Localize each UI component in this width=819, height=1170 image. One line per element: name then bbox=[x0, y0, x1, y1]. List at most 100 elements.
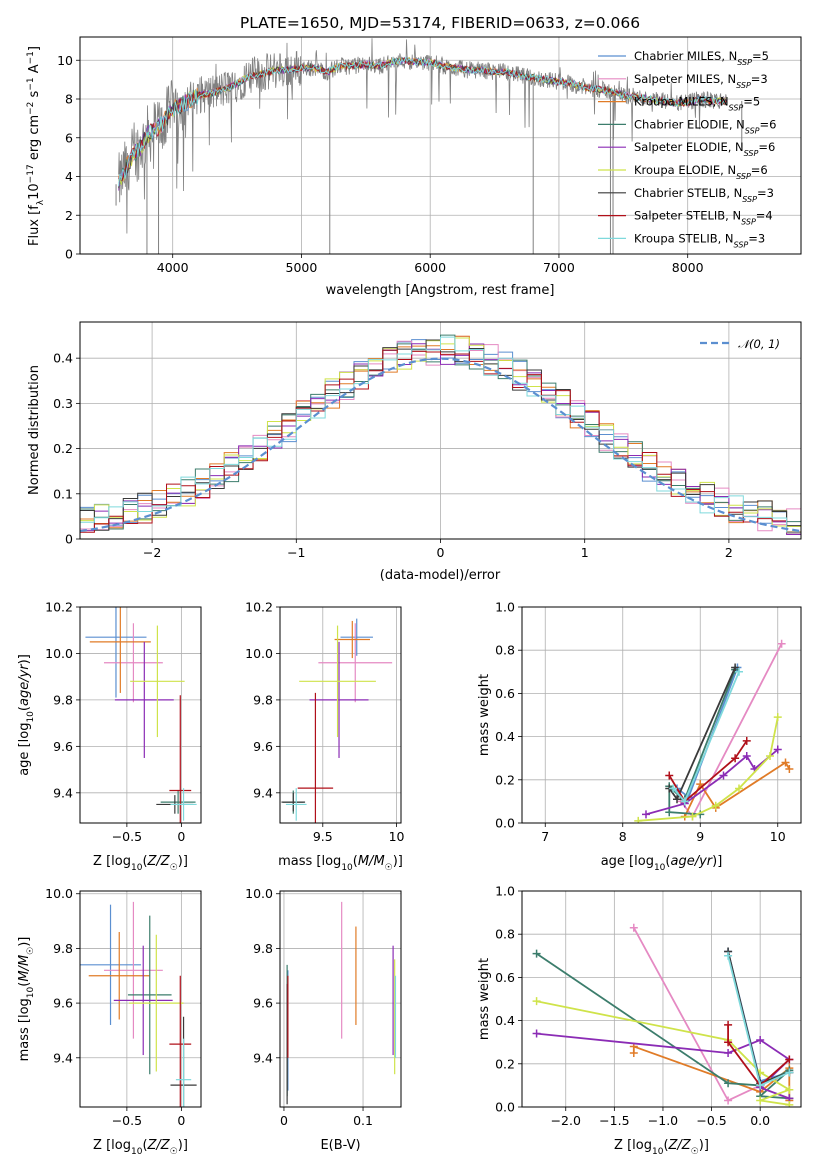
y-tick-label: 1.0 bbox=[495, 600, 515, 615]
x-tick-label: −1.5 bbox=[599, 1113, 629, 1128]
ssp-marker bbox=[642, 810, 650, 819]
y-tick-label: 0.1 bbox=[53, 486, 73, 501]
y-tick-label: 10.0 bbox=[45, 886, 73, 901]
x-axis-label-part: Z/Z bbox=[147, 1138, 171, 1153]
x-axis-label-part: ( bbox=[353, 854, 358, 869]
ssp-marker bbox=[669, 784, 678, 793]
y-axis-label-part: erg cm bbox=[27, 115, 42, 164]
y-axis-label-part: )] bbox=[17, 937, 32, 947]
ssp-marker bbox=[634, 816, 643, 823]
x-axis-label-part: 10 bbox=[652, 1147, 664, 1157]
x-axis-label-part: ( bbox=[142, 854, 147, 869]
ssp-marker bbox=[731, 754, 740, 763]
y-axis-label-part: −1 bbox=[26, 51, 36, 64]
y-tick-label: 0 bbox=[65, 247, 73, 262]
y-tick-label: 10.0 bbox=[245, 646, 273, 661]
y-axis-label-part: λ bbox=[36, 199, 46, 205]
ssp-marker bbox=[785, 1068, 794, 1077]
ssp-marker bbox=[724, 951, 733, 960]
x-axis-label-part: age/yr bbox=[670, 854, 713, 869]
legend-label-name: Chabrier STELIB, N bbox=[634, 186, 742, 200]
legend-label: Kroupa MILES, NSSP=5 bbox=[634, 95, 760, 113]
legend-label-name: Kroupa MILES, N bbox=[634, 95, 729, 109]
x-axis-label: age [log10(age/yr)] bbox=[601, 854, 723, 873]
ssp-marker bbox=[756, 1036, 765, 1045]
ssp-weight-line bbox=[727, 951, 790, 1083]
ssp-marker bbox=[785, 1055, 794, 1064]
legend-label-sub: SSP bbox=[745, 126, 760, 135]
grid bbox=[280, 891, 401, 1107]
x-axis-label: E(B-V) bbox=[320, 1138, 360, 1153]
legend-label-sub: SSP bbox=[729, 103, 744, 112]
legend-label-count: =5 bbox=[743, 95, 760, 109]
spectrum-model-line bbox=[118, 56, 727, 186]
x-tick-label: 8 bbox=[619, 829, 627, 844]
y-tick-label: 9.4 bbox=[53, 785, 73, 800]
y-tick-label: 10.0 bbox=[45, 646, 73, 661]
ssp-marker bbox=[673, 795, 681, 804]
x-tick-label: 9.5 bbox=[313, 829, 333, 844]
y-axis-label: mass weight bbox=[477, 674, 492, 756]
legend-label: Chabrier ELODIE, NSSP=6 bbox=[634, 117, 776, 135]
x-tick-label: 10 bbox=[770, 829, 786, 844]
ssp-marker bbox=[719, 771, 728, 780]
x-tick-label: 4000 bbox=[157, 260, 189, 275]
y-axis-label-part: ] bbox=[27, 46, 42, 51]
legend-label: Chabrier STELIB, NSSP=3 bbox=[634, 186, 774, 204]
axes-frame bbox=[279, 890, 402, 1108]
x-axis-label-part: )] bbox=[178, 1138, 188, 1153]
x-axis-label-part: )] bbox=[393, 854, 403, 869]
x-axis-label-part: 10 bbox=[341, 863, 353, 873]
axes-overlay: 4000 5000 6000 7000 8000 0 2 4 6 8 10 wavelength [A… bbox=[26, 36, 802, 298]
y-axis-label-part: ( bbox=[17, 706, 32, 711]
x-tick-label: 8000 bbox=[672, 260, 704, 275]
legend-label-name: Salpeter ELODIE, N bbox=[634, 140, 744, 154]
x-axis-label-part: mass [log bbox=[278, 854, 341, 869]
x-tick-label: 2 bbox=[725, 545, 733, 560]
residuals-panel: −2 −1 0 1 2 0 0.1 0.2 0.3 0.4 𝒩(0, 1) (data-model)/… bbox=[27, 321, 802, 583]
ssp-weight-line bbox=[633, 927, 761, 1102]
y-axis-label: Normed distribution bbox=[27, 365, 42, 495]
x-axis-label-part: )] bbox=[712, 854, 722, 869]
x-tick-label: 6000 bbox=[414, 260, 446, 275]
mass-vs-metallicity-panel: −0.5 09.49.69.810.0Z [log10(Z/Z☉)]mass [l… bbox=[17, 886, 202, 1157]
ssp-marker bbox=[724, 1020, 733, 1029]
axes-frame bbox=[79, 890, 202, 1108]
y-tick-label: 0.4 bbox=[495, 729, 515, 744]
x-tick-label: 10 bbox=[389, 829, 405, 844]
axes-frame bbox=[521, 890, 802, 1108]
axes-overlay: −0.5 09.49.69.810.010.2Z [log10(Z/Z☉)]age… bbox=[17, 600, 202, 873]
y-tick-label: 9.4 bbox=[53, 1050, 73, 1065]
legend-label-sub: SSP bbox=[737, 58, 752, 67]
ssp-marker bbox=[785, 1100, 794, 1107]
y-axis-label-part: s bbox=[27, 90, 42, 101]
ssp-marker bbox=[781, 758, 790, 767]
legend-label-count: =3 bbox=[748, 231, 765, 245]
y-axis-label-part: mass weight bbox=[477, 958, 492, 1040]
y-tick-label: 0.8 bbox=[495, 643, 515, 658]
plot-area bbox=[80, 901, 197, 1107]
legend-label-name: Kroupa ELODIE, N bbox=[634, 163, 736, 177]
ssp-marker bbox=[724, 1079, 733, 1088]
plot-area bbox=[634, 639, 794, 823]
x-tick-label: 7000 bbox=[543, 260, 575, 275]
y-tick-label: 9.8 bbox=[253, 941, 273, 956]
x-axis-label-part: age [log bbox=[601, 854, 654, 869]
y-tick-label: 0.0 bbox=[495, 1100, 515, 1115]
legend-label-name: Salpeter STELIB, N bbox=[634, 209, 741, 223]
y-tick-label: 0.6 bbox=[495, 970, 515, 985]
x-axis-label-part: ( bbox=[665, 854, 670, 869]
ssp-marker bbox=[731, 663, 740, 672]
x-tick-label: −0.5 bbox=[112, 829, 142, 844]
ssp-weight-line bbox=[727, 1024, 790, 1087]
y-tick-label: 8 bbox=[65, 92, 73, 107]
ssp-marker bbox=[777, 639, 786, 648]
y-axis-label: Flux [fλ10−17 erg cm−2 s−1 A−1] bbox=[26, 46, 46, 246]
ssp-marker bbox=[532, 1029, 541, 1038]
y-tick-label: 9.6 bbox=[53, 996, 73, 1011]
ssp-marker bbox=[680, 797, 689, 806]
ssp-marker bbox=[773, 713, 782, 722]
ssp-marker bbox=[724, 1038, 733, 1047]
y-tick-label: 1.0 bbox=[495, 884, 515, 899]
